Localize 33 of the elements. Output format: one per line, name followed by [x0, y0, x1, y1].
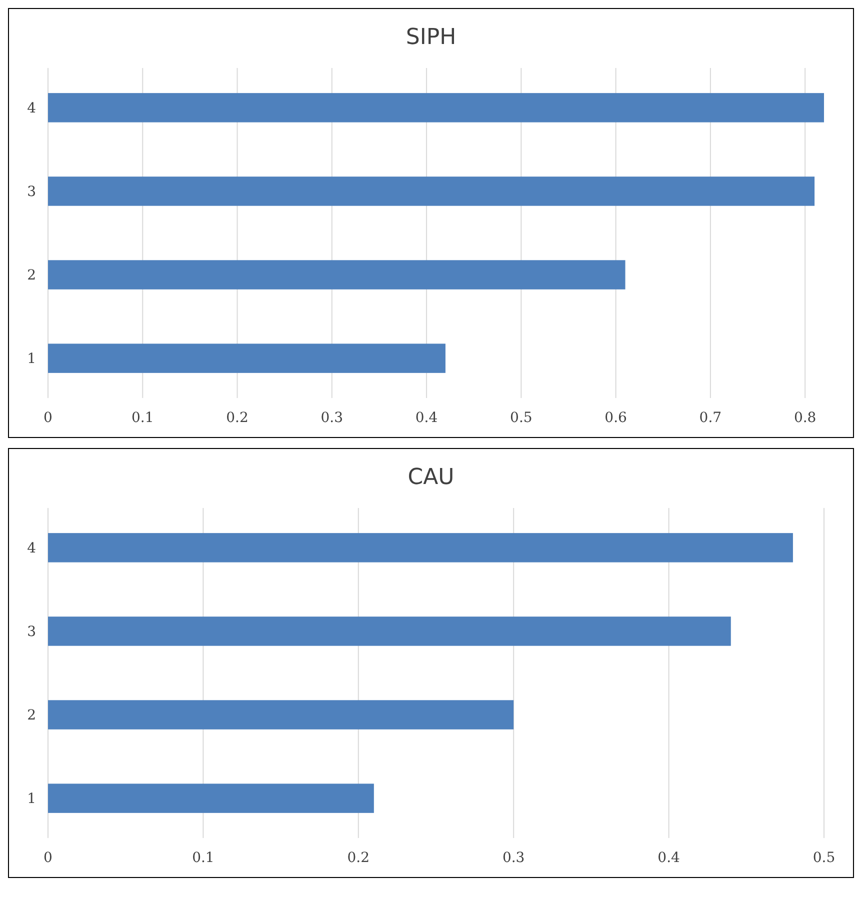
bar — [48, 344, 446, 373]
y-tick-label: 3 — [27, 184, 36, 200]
y-tick-label: 4 — [27, 540, 36, 557]
x-tick-label: 0.2 — [347, 850, 370, 866]
y-tick-label: 4 — [27, 100, 36, 117]
x-tick-label: 0.1 — [192, 850, 214, 866]
y-tick-label: 3 — [27, 624, 36, 640]
x-tick-label: 0.2 — [226, 410, 248, 426]
bar — [48, 260, 626, 290]
bar — [48, 700, 514, 730]
bar — [48, 176, 815, 206]
bar — [48, 784, 374, 813]
x-tick-label: 0 — [44, 410, 52, 426]
y-tick-label: 2 — [27, 268, 36, 284]
x-tick-label: 0.1 — [132, 410, 154, 426]
x-tick-label: 0.6 — [604, 410, 628, 426]
bar — [48, 616, 731, 646]
x-tick-label: 0 — [44, 850, 52, 866]
bar — [48, 93, 824, 122]
y-tick-label: 2 — [27, 708, 36, 724]
x-tick-label: 0.5 — [510, 410, 532, 426]
chart-title: CAU — [408, 465, 454, 490]
y-tick-label: 1 — [27, 351, 36, 368]
chart-title: SIPH — [406, 25, 456, 50]
x-tick-label: 0.4 — [415, 410, 438, 426]
x-tick-label: 0.4 — [658, 850, 680, 866]
x-tick-label: 0.8 — [794, 410, 816, 426]
x-tick-label: 0.7 — [699, 410, 722, 426]
bar — [48, 533, 793, 562]
x-tick-label: 0.5 — [812, 850, 836, 866]
x-tick-label: 0.3 — [502, 850, 525, 866]
y-tick-label: 1 — [27, 791, 36, 808]
x-tick-label: 0.3 — [320, 410, 344, 426]
